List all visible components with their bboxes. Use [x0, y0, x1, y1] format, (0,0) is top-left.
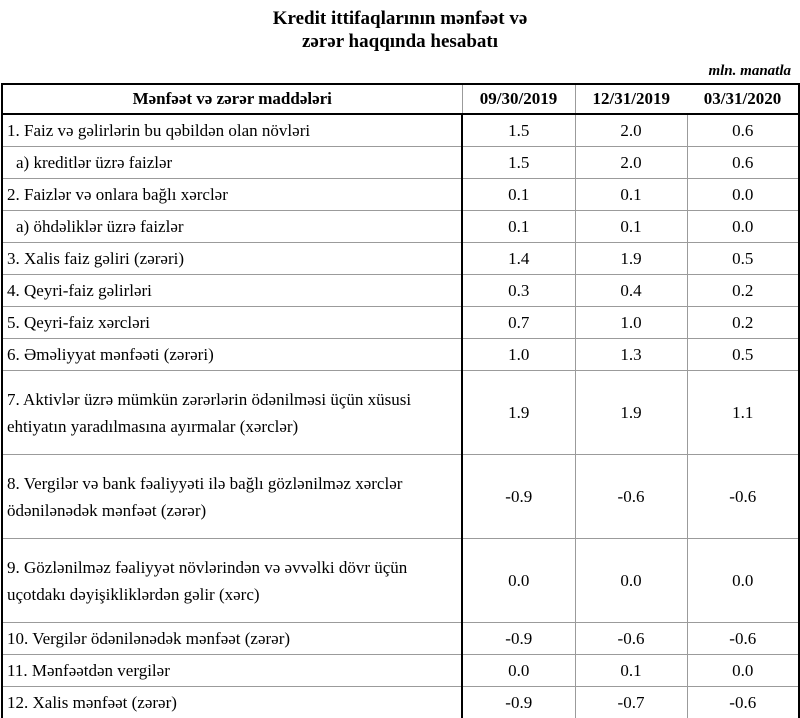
row-value: 0.0 [574, 538, 687, 623]
row-label: 9. Gözlənilməz fəaliyyət növlərindən və … [2, 538, 463, 623]
row-value: 0.6 [686, 146, 799, 179]
header-date-column-2: 12/31/2019 [574, 84, 687, 114]
header-items-column: Mənfəət və zərər maddələri [132, 89, 332, 108]
table-row: 1. Faiz və gəlirlərin bu qəbildən olan n… [2, 114, 799, 147]
header-date-column-3: 03/31/2020 [703, 89, 782, 108]
table-row: a) öhdəliklər üzrə faizlər 0.1 0.1 0.0 [2, 210, 799, 243]
page-title: Kredit ittifaqlarının mənfəət və zərər h… [0, 7, 800, 53]
row-label: 5. Qeyri-faiz xərcləri [2, 306, 463, 339]
row-label: 1. Faiz və gəlirlərin bu qəbildən olan n… [2, 114, 463, 147]
row-value: 1.5 [461, 146, 575, 179]
row-value: 0.0 [461, 538, 575, 623]
table-row: 3. Xalis faiz gəliri (zərəri) 1.4 1.9 0.5 [2, 242, 799, 275]
table-header: Mənfəət və zərər maddələri 09/30/2019 12… [2, 84, 799, 114]
table-row: 12. Xalis mənfəət (zərər) -0.9 -0.7 -0.6 [2, 686, 799, 718]
table-row: 8. Vergilər və bank fəaliyyəti ilə bağlı… [2, 454, 799, 539]
profit-loss-table: Mənfəət və zərər maddələri 09/30/2019 12… [1, 83, 800, 718]
row-value: -0.9 [461, 686, 575, 718]
row-value: -0.9 [461, 622, 575, 655]
table-row: 5. Qeyri-faiz xərcləri 0.7 1.0 0.2 [2, 306, 799, 339]
row-value: 1.3 [574, 338, 687, 371]
row-label: 12. Xalis mənfəət (zərər) [2, 686, 463, 718]
row-label: 4. Qeyri-faiz gəlirləri [2, 274, 463, 307]
row-value: 0.1 [461, 178, 575, 211]
row-value: 0.0 [686, 178, 799, 211]
row-value: 0.0 [686, 654, 799, 687]
table-row: 9. Gözlənilməz fəaliyyət növlərindən və … [2, 538, 799, 623]
row-value: 0.3 [461, 274, 575, 307]
row-value: 0.1 [461, 210, 575, 243]
row-value: 1.5 [461, 114, 575, 147]
table-row: 11. Mənfəətdən vergilər 0.0 0.1 0.0 [2, 654, 799, 687]
row-value: 0.5 [686, 338, 799, 371]
row-value: 0.4 [574, 274, 687, 307]
row-label: 7. Aktivlər üzrə mümkün zərərlərin ödəni… [2, 370, 463, 455]
header-date-column-1: 09/30/2019 [461, 84, 575, 114]
row-value: -0.9 [461, 454, 575, 539]
row-value: 2.0 [574, 146, 687, 179]
row-label: 2. Faizlər və onlara bağlı xərclər [2, 178, 463, 211]
row-value: 1.0 [574, 306, 687, 339]
row-value: -0.6 [686, 686, 799, 718]
row-value: 1.9 [574, 370, 687, 455]
page-title-line-1: Kredit ittifaqlarının mənfəət və [272, 8, 528, 29]
table-row: 7. Aktivlər üzrə mümkün zərərlərin ödəni… [2, 370, 799, 455]
row-label: 3. Xalis faiz gəliri (zərəri) [2, 242, 463, 275]
table-row: a) kreditlər üzrə faizlər 1.5 2.0 0.6 [2, 146, 799, 179]
row-value: 0.0 [686, 210, 799, 243]
row-value: 0.2 [686, 306, 799, 339]
page-title-line-2: zərər haqqında hesabatı [301, 31, 498, 52]
row-label: 10. Vergilər ödənilənədək mənfəət (zərər… [2, 622, 463, 655]
row-value: -0.6 [574, 454, 687, 539]
table-header-row: Mənfəət və zərər maddələri 09/30/2019 12… [2, 84, 799, 114]
table-row: 10. Vergilər ödənilənədək mənfəət (zərər… [2, 622, 799, 655]
row-value: -0.6 [574, 622, 687, 655]
row-value: -0.7 [574, 686, 687, 718]
unit-note: mln. manatla [708, 63, 791, 79]
row-label: a) öhdəliklər üzrə faizlər [2, 210, 463, 243]
row-value: 0.7 [461, 306, 575, 339]
row-label: 11. Mənfəətdən vergilər [2, 654, 463, 687]
row-label: 6. Əməliyyat mənfəəti (zərəri) [2, 338, 463, 371]
row-label: 8. Vergilər və bank fəaliyyəti ilə bağlı… [2, 454, 463, 539]
row-value: 0.1 [574, 210, 687, 243]
row-value: 0.1 [574, 178, 687, 211]
row-label: a) kreditlər üzrə faizlər [2, 146, 463, 179]
row-value: 0.0 [461, 654, 575, 687]
row-value: -0.6 [686, 622, 799, 655]
row-value: 0.2 [686, 274, 799, 307]
row-value: 0.6 [686, 114, 799, 147]
table-row: 6. Əməliyyat mənfəəti (zərəri) 1.0 1.3 0.5 [2, 338, 799, 371]
table-row: 4. Qeyri-faiz gəlirləri 0.3 0.4 0.2 [2, 274, 799, 307]
row-value: 0.1 [574, 654, 687, 687]
row-value: 1.9 [574, 242, 687, 275]
row-value: 1.1 [686, 370, 799, 455]
row-value: 1.9 [461, 370, 575, 455]
row-value: 0.0 [686, 538, 799, 623]
table-body: 1. Faiz və gəlirlərin bu qəbildən olan n… [2, 114, 799, 718]
row-value: -0.6 [686, 454, 799, 539]
table-row: 2. Faizlər və onlara bağlı xərclər 0.1 0.1… [2, 178, 799, 211]
row-value: 2.0 [574, 114, 687, 147]
row-value: 1.4 [461, 242, 575, 275]
row-value: 1.0 [461, 338, 575, 371]
row-value: 0.5 [686, 242, 799, 275]
